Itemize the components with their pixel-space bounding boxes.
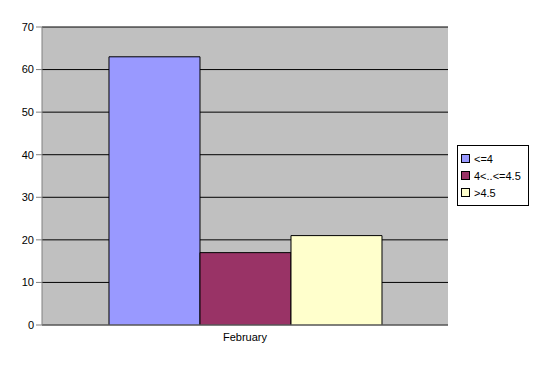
svg-text:February: February [223,331,268,343]
html-text:<=4: <=4 [474,152,493,165]
svg-text:20: 20 [22,234,34,246]
svg-text:50: 50 [22,106,34,118]
svg-text:30: 30 [22,191,34,203]
html-text:4<..<=4.5: 4<..<=4.5 [474,169,521,182]
svg-text:40: 40 [22,149,34,161]
html-text:>4.5: >4.5 [474,186,496,199]
svg-text:60: 60 [22,63,34,75]
svg-text:10: 10 [22,276,34,288]
svg-text:0: 0 [28,319,34,331]
svg-text:70: 70 [22,21,34,33]
